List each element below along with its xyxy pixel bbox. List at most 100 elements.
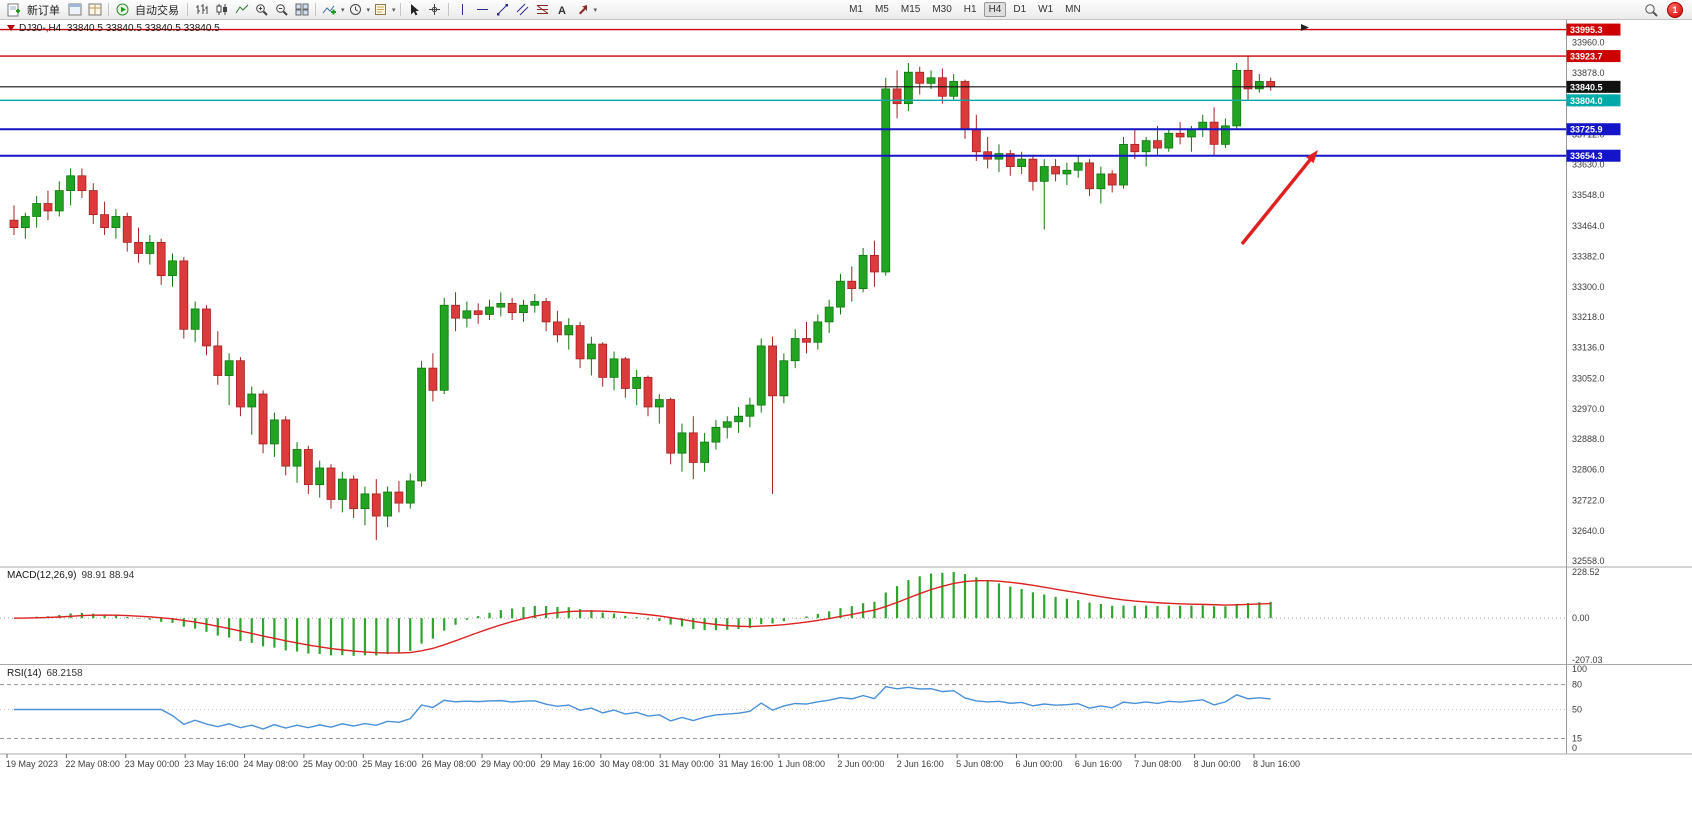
- new-order-label[interactable]: 新订单: [27, 4, 60, 17]
- notification-badge[interactable]: 1: [1667, 1, 1683, 18]
- candle-body: [360, 493, 370, 510]
- horizontal-line-tool-icon[interactable]: [473, 1, 492, 18]
- toolbar-separator: [187, 3, 188, 16]
- candle-body: [779, 360, 789, 397]
- timeframe-D1[interactable]: D1: [1013, 4, 1027, 15]
- candle-body: [870, 254, 879, 273]
- chart-title: DJ30-,H4 33840.5 33840.5 33840.5 33840.5: [7, 23, 220, 34]
- price-axis-label: 33218.0: [1572, 312, 1605, 322]
- candle-body: [734, 415, 743, 423]
- candle-body: [236, 360, 245, 408]
- timeframe-M1[interactable]: M1: [849, 4, 863, 15]
- autotrading-label[interactable]: 自动交易: [135, 4, 179, 17]
- candle-body: [473, 310, 483, 315]
- toolbar-right: 1: [1642, 1, 1687, 18]
- candle-body: [1254, 81, 1264, 90]
- market-watch-icon[interactable]: [65, 1, 84, 18]
- price-axis-label: 33960.0: [1572, 38, 1605, 48]
- arrows-tool-icon[interactable]: [573, 1, 592, 18]
- candlestick-mode-icon[interactable]: [212, 1, 231, 18]
- candle-body: [711, 426, 721, 443]
- timeframe-W1[interactable]: W1: [1038, 4, 1054, 15]
- candle-body: [915, 71, 925, 84]
- fibonacci-tool-icon[interactable]: [533, 1, 552, 18]
- candle-body: [315, 467, 325, 486]
- periods-clock-icon[interactable]: [346, 1, 365, 18]
- time-axis-label: 24 May 08:00: [244, 759, 299, 769]
- time-axis-label: 23 May 00:00: [125, 759, 180, 769]
- candle-body: [77, 175, 87, 191]
- rsi-axis-label: 0: [1572, 743, 1577, 753]
- price-axis-label: 33136.0: [1572, 342, 1605, 352]
- trend-arrow-line[interactable]: [1240, 156, 1314, 246]
- price-marker-33654.3[interactable]: [1566, 149, 1621, 162]
- timeframe-M5[interactable]: M5: [874, 4, 889, 15]
- indicators-icon[interactable]: [320, 1, 339, 18]
- candle-body: [451, 304, 460, 319]
- time-axis-label: 6 Jun 16:00: [1075, 759, 1122, 769]
- price-marker-33840.5[interactable]: [1566, 80, 1621, 93]
- templates-caret-icon[interactable]: ▾: [392, 6, 396, 14]
- timeframe-M15[interactable]: M15: [900, 4, 921, 15]
- new-order-button[interactable]: [5, 1, 24, 18]
- candle-body: [530, 301, 540, 306]
- time-axis-label: 2 Jun 00:00: [837, 759, 884, 769]
- ohlc-values: 33840.5 33840.5 33840.5 33840.5: [66, 23, 220, 34]
- candle-body: [1232, 69, 1242, 127]
- candle-body: [813, 321, 823, 343]
- rsi-layer: [14, 685, 1271, 730]
- candle-body: [1107, 173, 1117, 186]
- candle-body: [9, 219, 19, 228]
- tile-windows-icon[interactable]: [292, 1, 311, 18]
- candle-body: [598, 343, 608, 378]
- text-tool-icon[interactable]: A: [553, 1, 572, 18]
- candle-body: [202, 308, 211, 347]
- candle-body: [836, 280, 845, 308]
- candle-body: [745, 404, 755, 417]
- price-marker-33923.7[interactable]: [1566, 50, 1621, 63]
- candle-body: [111, 216, 121, 228]
- time-axis-label: 2 Jun 16:00: [897, 759, 944, 769]
- trendline-tool-icon[interactable]: [493, 1, 512, 18]
- line-chart-mode-icon[interactable]: [232, 1, 251, 18]
- chart-canvas[interactable]: 33960.033878.033796.033712.033630.033548…: [0, 20, 1692, 838]
- cursor-tool-icon[interactable]: [405, 1, 424, 18]
- price-marker-33725.9[interactable]: [1566, 123, 1621, 136]
- chart-shift-marker[interactable]: [1301, 24, 1309, 31]
- candle-body: [903, 71, 913, 105]
- data-window-icon[interactable]: [85, 1, 104, 18]
- candle-body: [1187, 129, 1196, 138]
- periods-caret-icon[interactable]: ▾: [366, 6, 371, 14]
- timeframe-H1[interactable]: H1: [963, 4, 977, 15]
- candle-body: [722, 421, 732, 428]
- macd-values: 98.91 88.94: [81, 570, 135, 581]
- candle-body: [281, 419, 291, 467]
- candle-body: [666, 399, 676, 454]
- arrows-caret-icon[interactable]: ▾: [593, 6, 598, 14]
- zoom-in-icon[interactable]: [252, 1, 271, 18]
- candle-body: [1096, 173, 1106, 190]
- price-axis-label: 32558.0: [1572, 556, 1605, 566]
- trend-arrow-head[interactable]: [1306, 150, 1318, 164]
- search-icon[interactable]: [1642, 1, 1661, 18]
- timeframe-H4[interactable]: H4: [983, 2, 1007, 17]
- zoom-out-icon[interactable]: [272, 1, 291, 18]
- toolbar-separator: [315, 3, 316, 16]
- channel-tool-icon[interactable]: [513, 1, 532, 18]
- candle-body: [768, 345, 777, 397]
- templates-icon[interactable]: [371, 1, 390, 18]
- vertical-line-tool-icon[interactable]: [453, 1, 472, 18]
- bar-chart-mode-icon[interactable]: [192, 1, 211, 18]
- candle-body: [54, 190, 64, 212]
- timeframe-MN[interactable]: MN: [1065, 4, 1081, 15]
- time-axis-label: 1 Jun 08:00: [778, 759, 825, 769]
- autotrading-button[interactable]: [113, 1, 132, 18]
- crosshair-tool-icon[interactable]: [425, 1, 444, 18]
- indicators-caret-icon[interactable]: ▾: [341, 6, 345, 14]
- time-axis-label: 31 May 00:00: [659, 759, 714, 769]
- collapse-icon[interactable]: [7, 25, 15, 32]
- price-marker-33995.3[interactable]: [1566, 23, 1621, 36]
- timeframe-M30[interactable]: M30: [932, 4, 952, 15]
- price-marker-33804.0[interactable]: [1566, 94, 1621, 107]
- timeframe-group: M1 M5 M15 M30 H1 H4 D1 W1 MN: [844, 2, 1086, 17]
